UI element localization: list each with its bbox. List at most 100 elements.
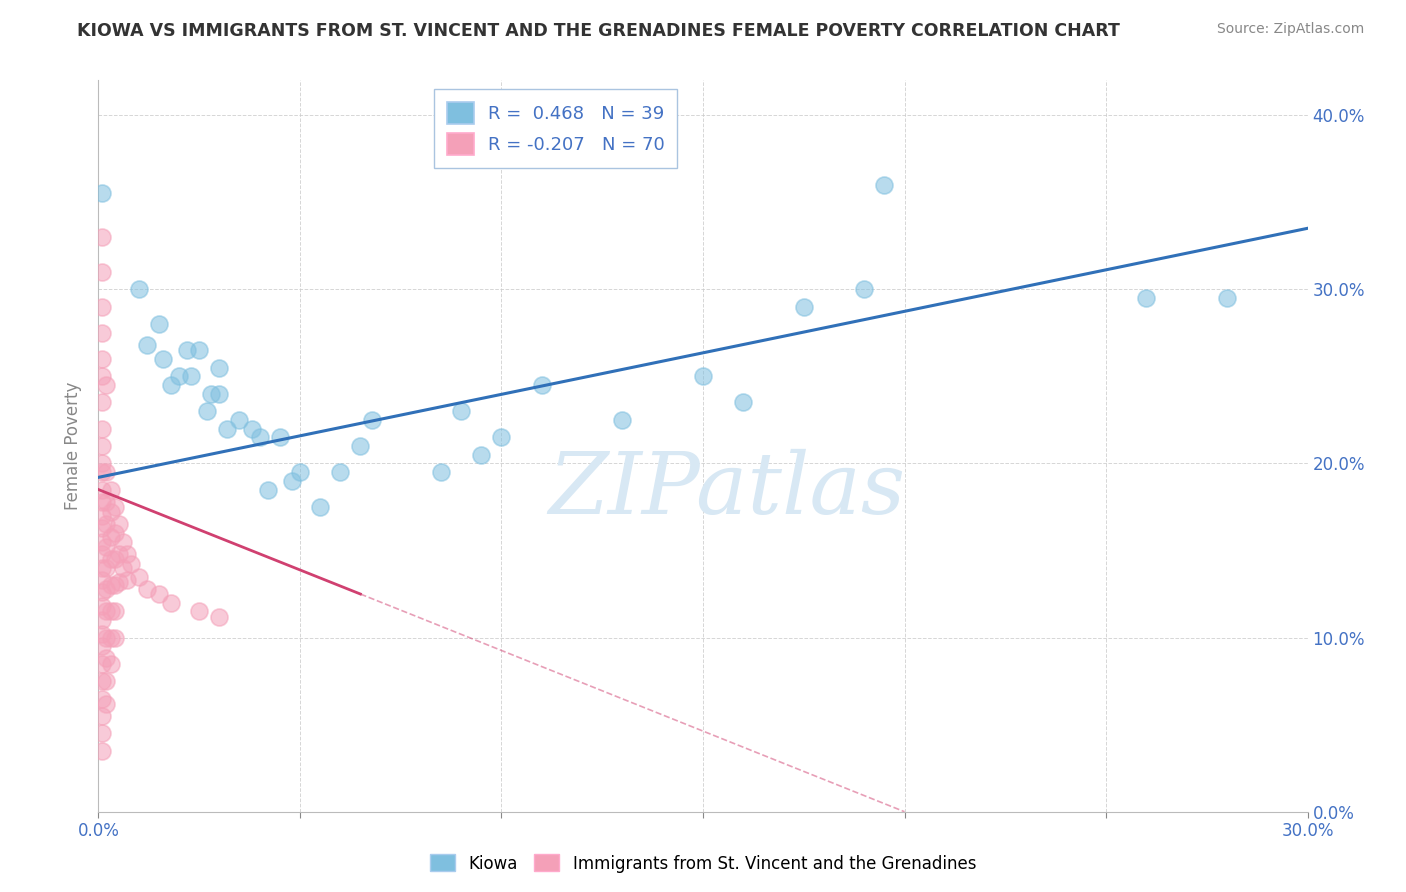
Point xyxy=(91,230,114,244)
Point xyxy=(91,561,114,575)
Point xyxy=(91,457,114,471)
Point xyxy=(100,631,122,645)
Point xyxy=(1135,291,1157,305)
Point xyxy=(100,552,122,566)
Point xyxy=(349,439,371,453)
Text: Source: ZipAtlas.com: Source: ZipAtlas.com xyxy=(1216,22,1364,37)
Point xyxy=(1216,291,1239,305)
Point xyxy=(100,483,122,497)
Point xyxy=(733,395,755,409)
Point xyxy=(96,631,118,645)
Point xyxy=(91,421,114,435)
Point xyxy=(91,483,114,497)
Point xyxy=(148,587,170,601)
Point xyxy=(256,483,278,497)
Point xyxy=(96,604,118,618)
Point xyxy=(269,430,291,444)
Point xyxy=(530,378,553,392)
Point xyxy=(96,582,118,596)
Point xyxy=(91,691,114,706)
Point xyxy=(361,413,384,427)
Y-axis label: Female Poverty: Female Poverty xyxy=(65,382,83,510)
Point xyxy=(91,534,114,549)
Point xyxy=(103,604,125,618)
Legend: R =  0.468   N = 39, R = -0.207   N = 70: R = 0.468 N = 39, R = -0.207 N = 70 xyxy=(434,89,678,168)
Point xyxy=(167,369,190,384)
Point xyxy=(96,561,118,575)
Point xyxy=(793,300,815,314)
Point xyxy=(100,657,122,671)
Point xyxy=(200,386,222,401)
Text: KIOWA VS IMMIGRANTS FROM ST. VINCENT AND THE GRENADINES FEMALE POVERTY CORRELATI: KIOWA VS IMMIGRANTS FROM ST. VINCENT AND… xyxy=(77,22,1121,40)
Point xyxy=(103,578,125,592)
Point xyxy=(100,505,122,519)
Point xyxy=(470,448,492,462)
Point xyxy=(91,508,114,523)
Point xyxy=(176,343,198,358)
Point xyxy=(91,265,114,279)
Point xyxy=(96,651,118,665)
Point xyxy=(91,627,114,641)
Point xyxy=(853,282,876,296)
Point xyxy=(96,517,118,532)
Point xyxy=(96,494,118,508)
Point xyxy=(91,465,114,479)
Point xyxy=(128,569,150,583)
Point xyxy=(281,474,304,488)
Point xyxy=(208,360,231,375)
Text: ZIPatlas: ZIPatlas xyxy=(548,449,905,532)
Point xyxy=(160,596,183,610)
Point xyxy=(873,178,896,192)
Point xyxy=(309,500,332,514)
Point xyxy=(100,530,122,544)
Point xyxy=(128,282,150,296)
Point xyxy=(111,561,134,575)
Point xyxy=(91,521,114,535)
Point xyxy=(115,573,138,587)
Point xyxy=(96,697,118,711)
Point xyxy=(329,465,352,479)
Point xyxy=(91,326,114,340)
Point xyxy=(96,465,118,479)
Point xyxy=(450,404,472,418)
Point xyxy=(91,585,114,599)
Point xyxy=(228,413,250,427)
Legend: Kiowa, Immigrants from St. Vincent and the Grenadines: Kiowa, Immigrants from St. Vincent and t… xyxy=(423,847,983,880)
Point xyxy=(96,378,118,392)
Point xyxy=(91,395,114,409)
Point xyxy=(91,613,114,627)
Point xyxy=(612,413,634,427)
Point xyxy=(100,578,122,592)
Point xyxy=(180,369,202,384)
Point xyxy=(91,744,114,758)
Point xyxy=(91,186,114,201)
Point xyxy=(288,465,311,479)
Point xyxy=(91,369,114,384)
Point xyxy=(107,517,129,532)
Point xyxy=(103,631,125,645)
Point xyxy=(208,386,231,401)
Point xyxy=(107,574,129,589)
Point xyxy=(240,421,263,435)
Point xyxy=(249,430,271,444)
Point xyxy=(188,343,211,358)
Point xyxy=(120,558,142,572)
Point xyxy=(107,547,129,561)
Point xyxy=(135,582,157,596)
Point xyxy=(217,421,239,435)
Point xyxy=(208,609,231,624)
Point xyxy=(115,547,138,561)
Point xyxy=(91,657,114,671)
Point xyxy=(91,547,114,561)
Point xyxy=(96,674,118,689)
Point xyxy=(91,726,114,740)
Point xyxy=(103,526,125,541)
Point xyxy=(152,351,174,366)
Point xyxy=(103,500,125,514)
Point xyxy=(195,404,218,418)
Point xyxy=(430,465,453,479)
Point xyxy=(91,599,114,614)
Point xyxy=(160,378,183,392)
Point xyxy=(91,351,114,366)
Point xyxy=(103,552,125,566)
